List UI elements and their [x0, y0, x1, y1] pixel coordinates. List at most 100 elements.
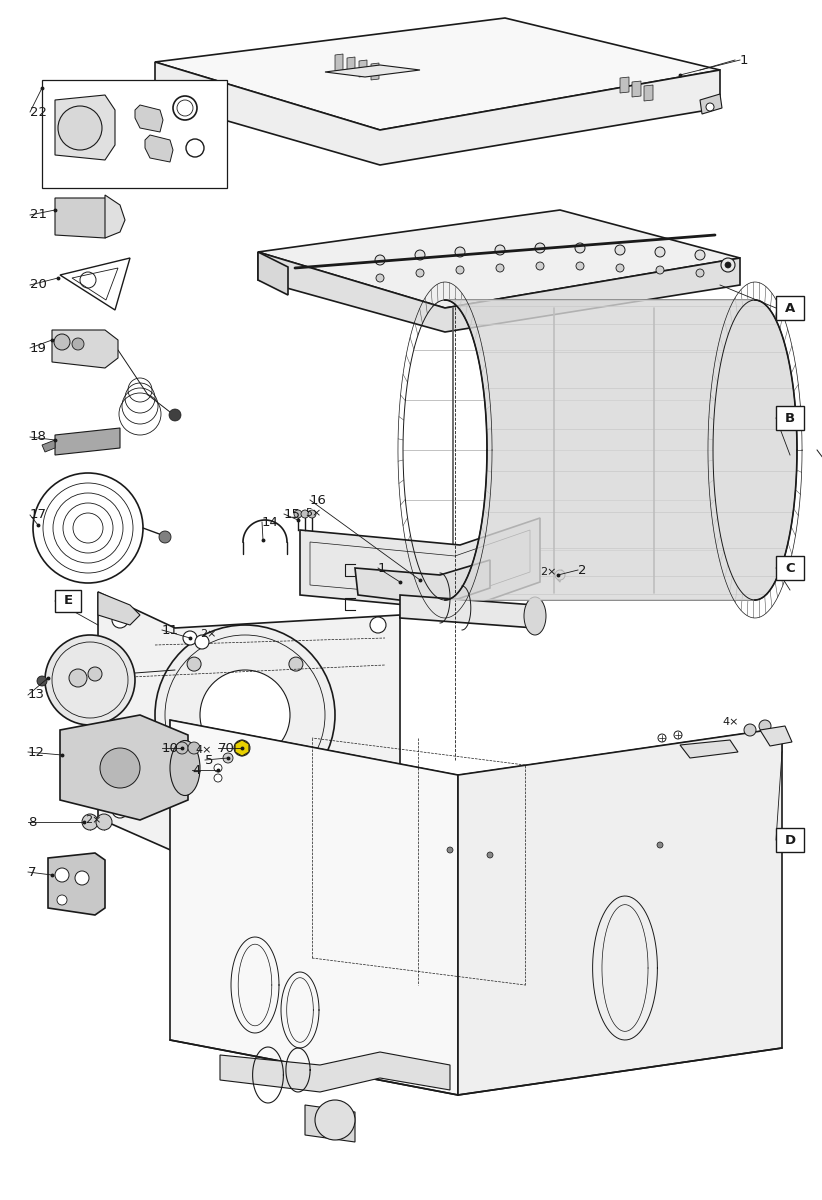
Text: 20: 20 [30, 278, 47, 292]
Circle shape [112, 802, 128, 818]
Circle shape [45, 635, 135, 725]
Bar [776, 828, 804, 852]
Text: 12: 12 [28, 745, 45, 758]
Text: 8: 8 [28, 816, 36, 828]
Polygon shape [98, 592, 140, 625]
Text: 2×: 2× [540, 566, 556, 577]
Text: 17: 17 [30, 509, 47, 522]
Circle shape [535, 242, 545, 253]
Polygon shape [220, 1052, 450, 1092]
Polygon shape [258, 252, 288, 295]
Circle shape [37, 676, 47, 686]
Polygon shape [644, 85, 653, 101]
Circle shape [187, 658, 201, 671]
Circle shape [96, 814, 112, 830]
Polygon shape [155, 18, 720, 130]
Circle shape [536, 262, 544, 270]
Circle shape [455, 247, 465, 257]
Polygon shape [680, 740, 738, 758]
Circle shape [308, 510, 316, 518]
Polygon shape [258, 252, 740, 332]
Text: 4: 4 [192, 763, 201, 776]
Circle shape [370, 820, 386, 836]
Circle shape [289, 658, 303, 671]
Text: D: D [784, 834, 796, 846]
Circle shape [195, 635, 209, 649]
Circle shape [72, 338, 84, 350]
Polygon shape [98, 592, 400, 852]
Polygon shape [359, 60, 367, 77]
Circle shape [696, 269, 704, 277]
Circle shape [615, 245, 625, 254]
Circle shape [658, 734, 666, 742]
Text: 2×: 2× [200, 629, 216, 638]
Circle shape [69, 670, 87, 686]
Polygon shape [170, 720, 458, 1094]
Circle shape [223, 754, 233, 763]
Text: 11: 11 [162, 624, 179, 636]
Polygon shape [216, 86, 221, 104]
Circle shape [187, 758, 201, 773]
Text: A: A [785, 301, 795, 314]
Circle shape [487, 852, 493, 858]
Circle shape [82, 814, 98, 830]
Circle shape [496, 264, 504, 272]
Polygon shape [170, 720, 782, 800]
Polygon shape [170, 83, 192, 98]
Polygon shape [760, 726, 792, 746]
Text: 15: 15 [284, 508, 301, 521]
Text: 19: 19 [30, 342, 47, 354]
Circle shape [200, 670, 290, 760]
Text: 14: 14 [262, 516, 279, 528]
Text: 4×: 4× [722, 716, 738, 727]
Circle shape [759, 720, 771, 732]
Text: 2: 2 [578, 564, 587, 576]
Circle shape [447, 847, 453, 853]
Circle shape [169, 409, 181, 421]
Polygon shape [200, 86, 205, 104]
Polygon shape [355, 560, 490, 605]
Polygon shape [335, 54, 343, 71]
Polygon shape [458, 728, 782, 1094]
Circle shape [214, 764, 222, 772]
Text: 18: 18 [30, 431, 47, 444]
Text: B: B [785, 412, 795, 425]
Circle shape [54, 334, 70, 350]
Text: 7: 7 [28, 865, 36, 878]
Polygon shape [200, 91, 222, 107]
Circle shape [575, 242, 585, 253]
Circle shape [495, 245, 505, 254]
Bar [776, 296, 804, 320]
Polygon shape [155, 62, 720, 164]
Polygon shape [55, 428, 120, 455]
Polygon shape [400, 595, 535, 628]
Polygon shape [52, 330, 118, 368]
Circle shape [75, 871, 89, 886]
Circle shape [100, 748, 140, 788]
Bar [776, 556, 804, 580]
Polygon shape [48, 853, 105, 914]
Polygon shape [300, 518, 540, 610]
Circle shape [159, 530, 171, 542]
Circle shape [415, 250, 425, 260]
Text: 21: 21 [30, 209, 47, 222]
Polygon shape [55, 95, 115, 160]
Circle shape [657, 842, 663, 848]
Polygon shape [445, 300, 797, 600]
Text: E: E [63, 594, 72, 607]
Circle shape [721, 258, 735, 272]
Bar [42, 80, 227, 188]
Text: 16: 16 [310, 493, 327, 506]
Circle shape [744, 724, 756, 736]
Circle shape [656, 266, 664, 274]
Polygon shape [55, 198, 120, 238]
Circle shape [674, 731, 682, 739]
Circle shape [301, 510, 309, 518]
Text: 1: 1 [378, 562, 386, 575]
Circle shape [655, 247, 665, 257]
Circle shape [616, 264, 624, 272]
Circle shape [576, 262, 584, 270]
Circle shape [555, 570, 565, 580]
Polygon shape [105, 194, 125, 238]
Circle shape [695, 250, 705, 260]
